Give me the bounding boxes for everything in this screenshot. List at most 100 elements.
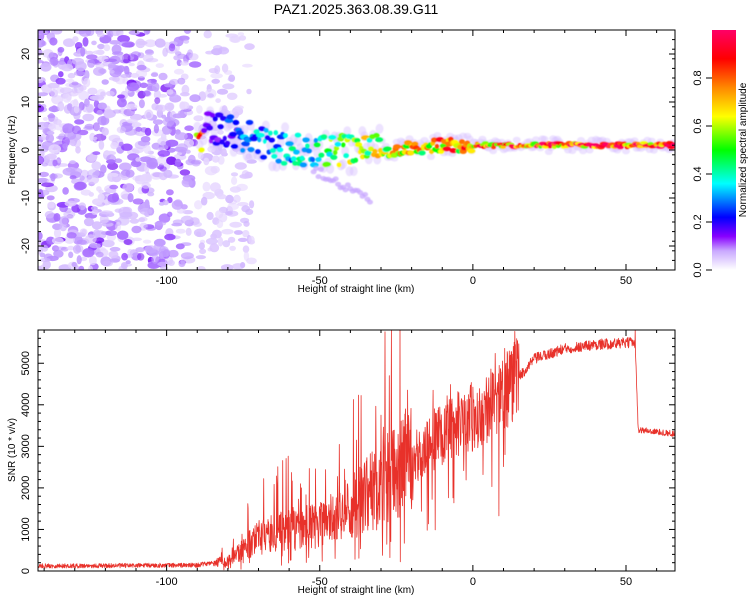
- spectrogram-noise-blob: [109, 246, 121, 252]
- spectrogram-signal-cell: [322, 161, 332, 167]
- spectrogram-noise-blob: [242, 63, 253, 68]
- snr-x-tick-label: 0: [470, 576, 476, 588]
- colorbar-label: Normalized spectral amplitude: [738, 82, 749, 217]
- spectrogram-noise-blob: [107, 193, 119, 203]
- spectrogram-signal-cell: [236, 130, 244, 136]
- spectrogram-noise-blob: [105, 230, 118, 237]
- spectrogram-noise-blob: [196, 266, 206, 270]
- spectrogram-noise-blob: [143, 144, 151, 154]
- spectrogram-noise-blob: [179, 169, 191, 176]
- spectrogram-signal-cell: [273, 130, 279, 136]
- spectrogram-noise-blob: [180, 61, 190, 66]
- spectrogram-noise-blob: [45, 133, 55, 143]
- spectrogram-noise-blob: [169, 78, 180, 85]
- spectrogram-noise-blob: [136, 64, 147, 71]
- spectrogram-noise-blob: [226, 92, 238, 101]
- spectrogram-noise-blob: [166, 189, 174, 196]
- spectrogram-noise-blob: [222, 83, 235, 90]
- spectrogram-noise-blob: [71, 262, 77, 267]
- spectrogram-noise-blob: [53, 119, 62, 125]
- spectrogram-noise-blob: [95, 251, 104, 258]
- spectrogram-noise-blob: [101, 79, 109, 85]
- spectrogram-noise-blob: [147, 261, 160, 269]
- spectrogram-noise-blob: [229, 221, 242, 228]
- spectrogram-noise-blob: [116, 53, 125, 63]
- spectrogram-signal-cell: [403, 140, 413, 146]
- spectrogram-signal-cell: [288, 146, 297, 152]
- spectrogram-noise-blob: [80, 256, 88, 262]
- spectrogram-noise-blob: [217, 129, 224, 135]
- spectrogram-noise-blob: [151, 103, 159, 111]
- spectrogram-noise-blob: [157, 105, 163, 111]
- spectrogram-noise-blob: [225, 210, 239, 217]
- spectrogram-noise-blob: [95, 62, 105, 69]
- spectrogram-signal-cell: [407, 150, 415, 156]
- spectrogram-noise-blob: [207, 93, 215, 98]
- spec-y-tick-label: -20: [20, 238, 32, 254]
- spectrogram-signal-halo: [426, 153, 435, 160]
- spectrogram-noise-blob: [38, 78, 44, 84]
- spectrogram-signal-halo: [193, 121, 202, 132]
- spectrogram-signal-cell: [232, 119, 240, 126]
- spectrogram-signal-cell: [198, 147, 205, 153]
- spectrogram-noise-blob: [157, 150, 171, 157]
- spectrogram-noise-blob: [167, 259, 175, 266]
- spectrogram-signal-halo: [281, 122, 290, 133]
- spectrogram-noise-blob: [71, 81, 79, 86]
- spectrogram-signal-cell: [500, 145, 507, 150]
- spectrogram-noise-blob: [39, 257, 51, 263]
- spectrogram-noise-blob: [47, 82, 60, 89]
- spectrogram-noise-blob: [141, 182, 151, 189]
- spectrogram-noise-blob: [53, 228, 62, 239]
- spectrogram-noise-blob: [150, 78, 157, 85]
- spectrogram-noise-blob: [234, 105, 244, 110]
- spec-y-tick-label: -10: [20, 190, 32, 206]
- spectrogram-noise-blob: [196, 105, 203, 114]
- spectrogram-noise-blob: [210, 182, 221, 193]
- spectrogram-noise-blob: [164, 83, 173, 88]
- spectrogram-noise-blob: [55, 77, 66, 85]
- spectrogram-noise-blob: [126, 103, 138, 110]
- spectrogram-noise-blob: [111, 175, 122, 183]
- spectrogram-noise-blob: [38, 30, 48, 36]
- spectrogram-noise-blob: [193, 228, 207, 238]
- spectrogram-noise-blob: [181, 84, 190, 95]
- spectrogram-signal-cell: [201, 127, 208, 134]
- spectrogram-noise-blob: [82, 113, 95, 122]
- spectrogram-noise-blob: [118, 265, 128, 270]
- spectrogram-noise-blob: [100, 91, 106, 97]
- spectrogram-noise-blob: [69, 175, 77, 180]
- spectrogram-signal-halo: [199, 135, 208, 146]
- spectrogram-signal-cell: [241, 141, 250, 147]
- spectrogram-signal-cell: [209, 112, 215, 118]
- spectrogram-noise-blob: [38, 171, 50, 177]
- spectrogram-noise-blob: [102, 260, 113, 267]
- spectrogram-noise-blob: [162, 116, 175, 127]
- spectrogram-noise-blob: [216, 88, 229, 95]
- spectrogram-noise-blob: [187, 49, 193, 59]
- spectrogram-noise-blob: [45, 153, 57, 160]
- spectrogram-noise-blob: [209, 243, 220, 253]
- spectrogram-noise-blob: [114, 158, 123, 163]
- spectrogram-noise-blob: [150, 72, 159, 78]
- spectrogram-noise-blob: [126, 118, 138, 124]
- spectrogram-signal-cell: [263, 127, 269, 133]
- spectrogram-noise-blob: [102, 239, 115, 248]
- spectrogram-signal-tail: [332, 176, 339, 182]
- spectrogram-noise-blob: [122, 53, 131, 64]
- colorbar-gradient: [712, 30, 736, 270]
- spectrogram-noise-blob: [132, 198, 144, 205]
- spectrogram-noise-blob: [64, 131, 77, 140]
- spectrogram-noise-blob: [173, 68, 185, 75]
- spectrogram-noise-blob: [116, 98, 127, 108]
- spectrogram-noise-blob: [144, 39, 157, 48]
- snr-y-tick-label: 4000: [20, 393, 32, 417]
- spectrogram-noise-blob: [233, 230, 243, 235]
- spectrogram-noise-blob: [120, 74, 130, 78]
- spectrogram-noise-blob: [76, 239, 88, 245]
- spectrogram-noise-blob: [38, 177, 49, 184]
- spectrogram-noise-blob: [80, 47, 86, 57]
- spectrogram-noise-blob: [167, 249, 179, 258]
- spectrogram-noise-blob: [138, 217, 146, 223]
- spectrogram-signal-cell: [293, 149, 300, 155]
